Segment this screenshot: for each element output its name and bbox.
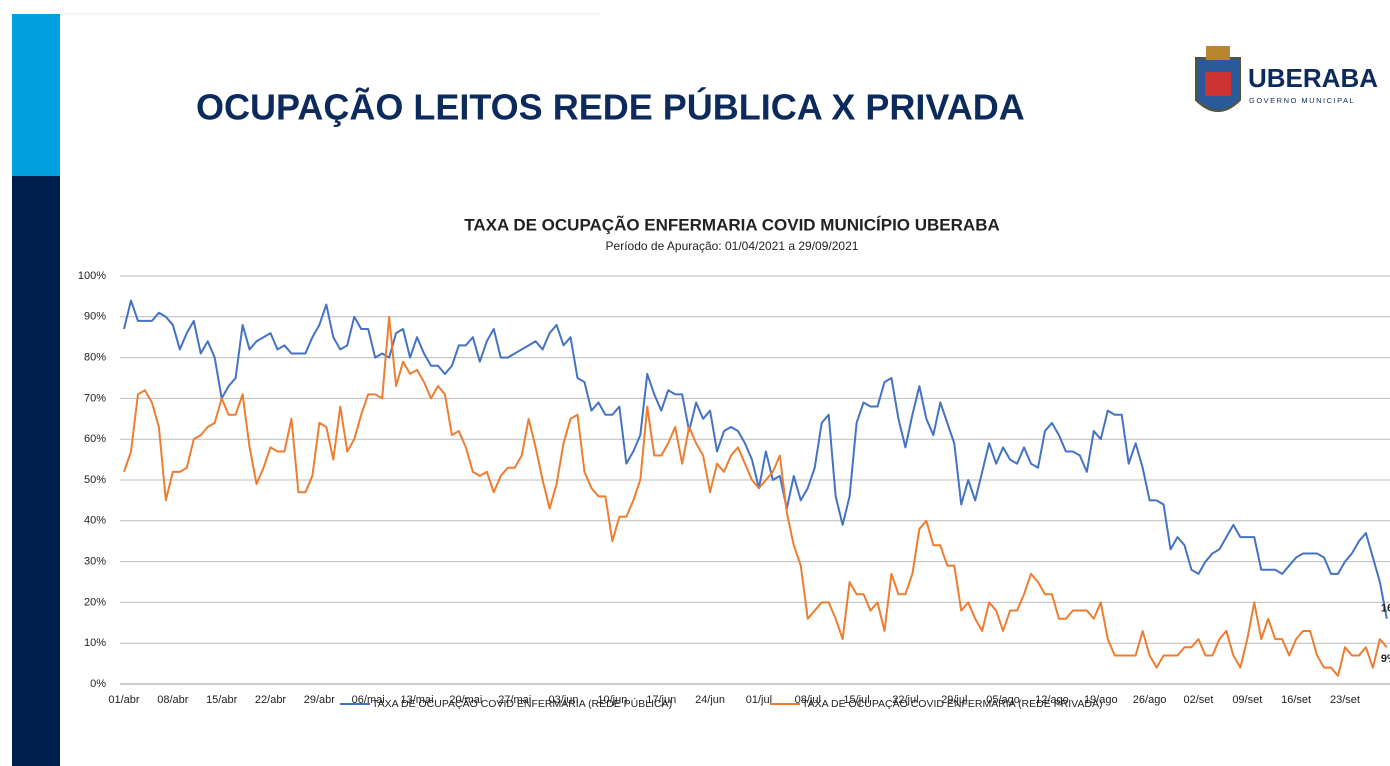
y-tick-label: 90% [84,311,106,323]
logo-name: UBERABA [1248,63,1378,93]
x-tick-label: 06/mai [352,694,385,706]
x-tick-label: 09/set [1232,694,1262,706]
x-tick-label: 02/set [1183,694,1213,706]
x-tick-label: 16/set [1281,694,1311,706]
x-tick-label: 24/jun [695,694,725,706]
y-tick-label: 40% [84,515,106,527]
slide-title: OCUPAÇÃO LEITOS REDE PÚBLICA X PRIVADA [196,86,1025,128]
x-tick-label: 26/ago [1133,694,1167,706]
logo-subtitle: GOVERNO MUNICIPAL [1249,96,1355,105]
y-tick-label: 0% [90,678,106,690]
y-tick-label: 100% [78,270,106,282]
x-tick-label: 08/abr [157,694,189,706]
x-tick-label: 15/jul [843,694,869,706]
y-tick-label: 30% [84,556,106,568]
data-label: 16% [1381,603,1390,615]
series-line [123,315,1388,677]
x-tick-label: 23/set [1330,694,1360,706]
y-tick-label: 80% [84,352,106,364]
legend-label: TAXA DE OCUPAÇÃO COVID ENFERMARIA (REDE … [802,697,1102,710]
legend-label: TAXA DE OCUPAÇÃO COVID ENFERMARIA (REDE … [372,697,672,710]
x-tick-label: 01/abr [108,694,140,706]
x-tick-label: 17/jun [646,694,676,706]
x-tick-label: 15/abr [206,694,238,706]
chart-title: TAXA DE OCUPAÇÃO ENFERMARIA COVID MUNICÍ… [464,214,1000,234]
x-tick-label: 01/jul [746,694,772,706]
x-tick-label: 29/abr [304,694,336,706]
y-tick-label: 20% [84,596,106,608]
x-tick-label: 29/jul [941,694,967,706]
x-tick-label: 12/ago [1035,694,1069,706]
x-tick-label: 10/jun [597,694,627,706]
x-tick-label: 03/jun [549,694,579,706]
logo-crown [1206,46,1230,60]
x-tick-label: 22/abr [255,694,287,706]
logo-tower [1205,72,1231,96]
y-tick-label: 60% [84,433,106,445]
x-tick-label: 13/mai [401,694,434,706]
y-tick-label: 10% [84,637,106,649]
x-tick-label: 19/ago [1084,694,1118,706]
x-tick-label: 20/mai [449,694,482,706]
x-tick-label: 22/jul [892,694,918,706]
chart-subtitle: Período de Apuração: 01/04/2021 a 29/09/… [606,239,859,253]
y-tick-label: 70% [84,392,106,404]
data-label: 9% [1381,653,1390,665]
side-bar-top [12,14,60,176]
x-tick-label: 27/mai [498,694,531,706]
x-tick-label: 08/jul [795,694,821,706]
y-tick-label: 50% [84,474,106,486]
side-bar-bottom [12,176,60,766]
logo: UBERABA GOVERNO MUNICIPAL [1195,46,1378,112]
x-tick-label: 05/ago [986,694,1020,706]
series-line [123,299,1388,619]
